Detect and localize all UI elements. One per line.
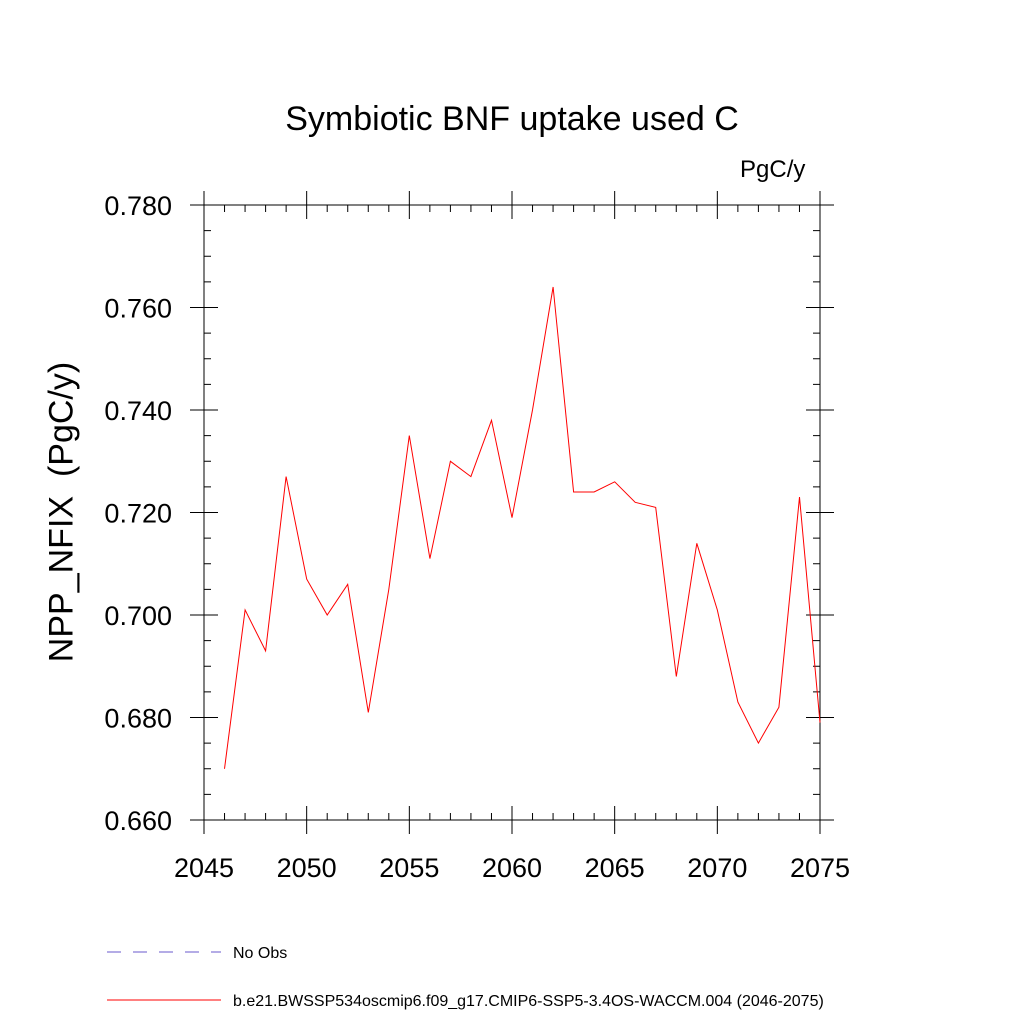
series-line xyxy=(224,286,821,769)
y-tick-label: 0.760 xyxy=(104,294,172,324)
x-tick-label: 2075 xyxy=(790,853,850,883)
y-tick-label: 0.680 xyxy=(104,704,172,734)
chart-title: Symbiotic BNF uptake used C xyxy=(285,100,739,138)
y-tick-label: 0.780 xyxy=(104,191,172,221)
y-tick-label: 0.660 xyxy=(104,806,172,836)
x-tick-label: 2070 xyxy=(687,853,747,883)
x-tick-label: 2045 xyxy=(174,853,234,883)
units-label: PgC/y xyxy=(740,156,806,183)
legend-label: No Obs xyxy=(233,945,287,962)
y-tick-label: 0.720 xyxy=(104,499,172,529)
y-tick-label: 0.740 xyxy=(104,396,172,426)
y-tick-label: 0.700 xyxy=(104,601,172,631)
x-tick-label: 2060 xyxy=(482,853,542,883)
legend-label: b.e21.BWSSP534oscmip6.f09_g17.CMIP6-SSP5… xyxy=(233,993,824,1010)
x-tick-label: 2050 xyxy=(277,853,337,883)
x-tick-label: 2065 xyxy=(585,853,645,883)
plot-frame xyxy=(203,204,821,821)
x-tick-label: 2055 xyxy=(379,853,439,883)
